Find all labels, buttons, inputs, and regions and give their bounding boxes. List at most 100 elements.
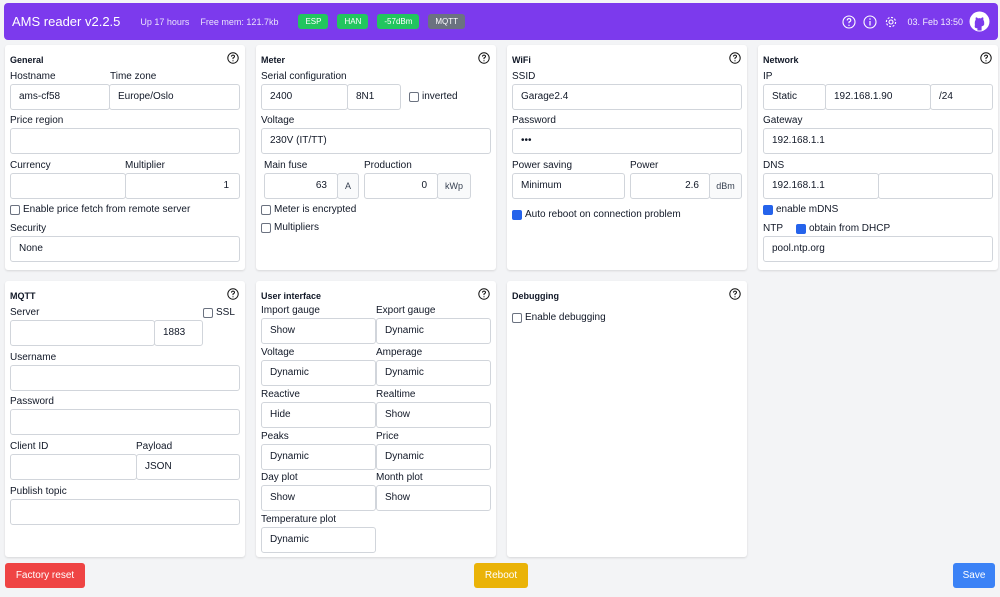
peaks-select[interactable]: Dynamic: [261, 444, 376, 470]
debugging-checkbox[interactable]: [512, 313, 522, 323]
price-fetch-checkbox[interactable]: [10, 205, 20, 215]
export-gauge-select[interactable]: Dynamic: [376, 318, 491, 344]
encrypted-checkbox[interactable]: [261, 205, 271, 215]
ssl-checkbox[interactable]: [203, 308, 213, 318]
publish-topic-input[interactable]: [10, 499, 240, 525]
esp-status-badge: ESP: [298, 14, 329, 29]
mdns-checkbox[interactable]: [763, 205, 773, 215]
gateway-input[interactable]: 192.168.1.1: [763, 128, 993, 154]
inverted-checkbox[interactable]: [409, 92, 419, 102]
help-icon[interactable]: [227, 52, 239, 67]
dns2-input[interactable]: [878, 173, 993, 199]
client-id-input[interactable]: [10, 454, 137, 480]
dns1-input[interactable]: 192.168.1.1: [763, 173, 879, 199]
port-input[interactable]: 1883: [154, 320, 203, 346]
power-saving-select[interactable]: Minimum: [512, 173, 625, 199]
mqtt-card: MQTT Server SSL 1883 Username Password C…: [5, 281, 245, 557]
mdns-label: enable mDNS: [776, 204, 839, 215]
ssid-input[interactable]: Garage2.4: [512, 84, 742, 110]
power-label: Power: [630, 160, 659, 171]
hostname-input[interactable]: ams-cf58: [10, 84, 110, 110]
peaks-label: Peaks: [261, 431, 289, 442]
help-icon[interactable]: [980, 52, 992, 67]
server-input[interactable]: [10, 320, 155, 346]
username-input[interactable]: [10, 365, 240, 391]
auto-reboot-checkbox[interactable]: [512, 210, 522, 220]
rssi-status-badge: -57dBm: [377, 14, 420, 29]
reactive-select[interactable]: Hide: [261, 402, 376, 428]
help-icon[interactable]: [729, 288, 741, 303]
security-select[interactable]: None: [10, 236, 240, 262]
security-label: Security: [10, 223, 47, 234]
realtime-label: Realtime: [376, 389, 416, 400]
main-fuse-unit: A: [337, 173, 359, 199]
production-label: Production: [364, 160, 412, 171]
mqtt-password-input[interactable]: [10, 409, 240, 435]
factory-reset-button[interactable]: Factory reset: [5, 563, 85, 588]
multipliers-checkbox[interactable]: [261, 223, 271, 233]
card-title: User interface: [261, 291, 322, 301]
realtime-select[interactable]: Show: [376, 402, 491, 428]
wifi-password-input[interactable]: •••: [512, 128, 742, 154]
clock-text: 03. Feb 13:50: [907, 16, 963, 27]
wifi-card: WiFi SSID Garage2.4 Password ••• Power s…: [507, 45, 747, 270]
import-gauge-select[interactable]: Show: [261, 318, 376, 344]
day-plot-select[interactable]: Show: [261, 485, 376, 511]
ui-voltage-select[interactable]: Dynamic: [261, 360, 376, 386]
subnet-select[interactable]: /24: [930, 84, 993, 110]
auto-reboot-label: Auto reboot on connection problem: [525, 209, 681, 220]
timezone-select[interactable]: Europe/Oslo: [109, 84, 240, 110]
info-icon[interactable]: [863, 14, 878, 29]
timezone-label: Time zone: [110, 71, 157, 82]
help-icon[interactable]: [729, 52, 741, 67]
help-icon[interactable]: [842, 14, 857, 29]
temp-plot-label: Temperature plot: [261, 514, 337, 525]
ip-input[interactable]: 192.168.1.90: [825, 84, 931, 110]
production-unit: kWp: [437, 173, 471, 199]
gear-icon[interactable]: [884, 15, 898, 29]
ip-mode-select[interactable]: Static: [763, 84, 826, 110]
power-unit: dBm: [709, 173, 742, 199]
uptime-text: Up 17 hours: [140, 16, 190, 27]
card-title: Network: [763, 55, 799, 65]
main-fuse-label: Main fuse: [264, 160, 308, 171]
hostname-label: Hostname: [10, 71, 56, 82]
card-title: General: [10, 55, 44, 65]
payload-select[interactable]: JSON: [136, 454, 240, 480]
price-select[interactable]: Dynamic: [376, 444, 491, 470]
month-plot-label: Month plot: [376, 472, 423, 483]
main-fuse-input[interactable]: 63: [264, 173, 338, 199]
ntp-dhcp-checkbox[interactable]: [796, 224, 806, 234]
encrypted-label: Meter is encrypted: [274, 204, 357, 215]
multiplier-input[interactable]: 1: [125, 173, 240, 199]
price-region-select[interactable]: [10, 128, 240, 154]
month-plot-select[interactable]: Show: [376, 485, 491, 511]
username-label: Username: [10, 352, 57, 363]
temp-plot-select[interactable]: Dynamic: [261, 527, 376, 553]
power-input[interactable]: 2.6: [630, 173, 710, 199]
help-icon[interactable]: [478, 288, 490, 303]
github-icon[interactable]: [969, 11, 990, 32]
production-input[interactable]: 0: [364, 173, 438, 199]
save-button[interactable]: Save: [953, 563, 995, 588]
reboot-button[interactable]: Reboot: [474, 563, 528, 588]
ui-voltage-label: Voltage: [261, 347, 295, 358]
app-title: AMS reader v2.2.5: [12, 14, 121, 29]
baud-select[interactable]: 2400: [261, 84, 348, 110]
voltage-select[interactable]: 230V (IT/TT): [261, 128, 491, 154]
card-title: WiFi: [512, 55, 531, 65]
parity-select[interactable]: 8N1: [347, 84, 401, 110]
top-bar: AMS reader v2.2.5 Up 17 hours Free mem: …: [4, 3, 998, 40]
ntp-input[interactable]: pool.ntp.org: [763, 236, 993, 262]
dns-label: DNS: [763, 160, 785, 171]
currency-select[interactable]: [10, 173, 126, 199]
debugging-label: Enable debugging: [525, 312, 606, 323]
help-icon[interactable]: [227, 288, 239, 303]
amperage-select[interactable]: Dynamic: [376, 360, 491, 386]
help-icon[interactable]: [478, 52, 490, 67]
server-label: Server: [10, 307, 40, 318]
mqtt-password-label: Password: [10, 396, 54, 407]
publish-topic-label: Publish topic: [10, 486, 67, 497]
price-region-label: Price region: [10, 115, 64, 126]
client-id-label: Client ID: [10, 441, 49, 452]
